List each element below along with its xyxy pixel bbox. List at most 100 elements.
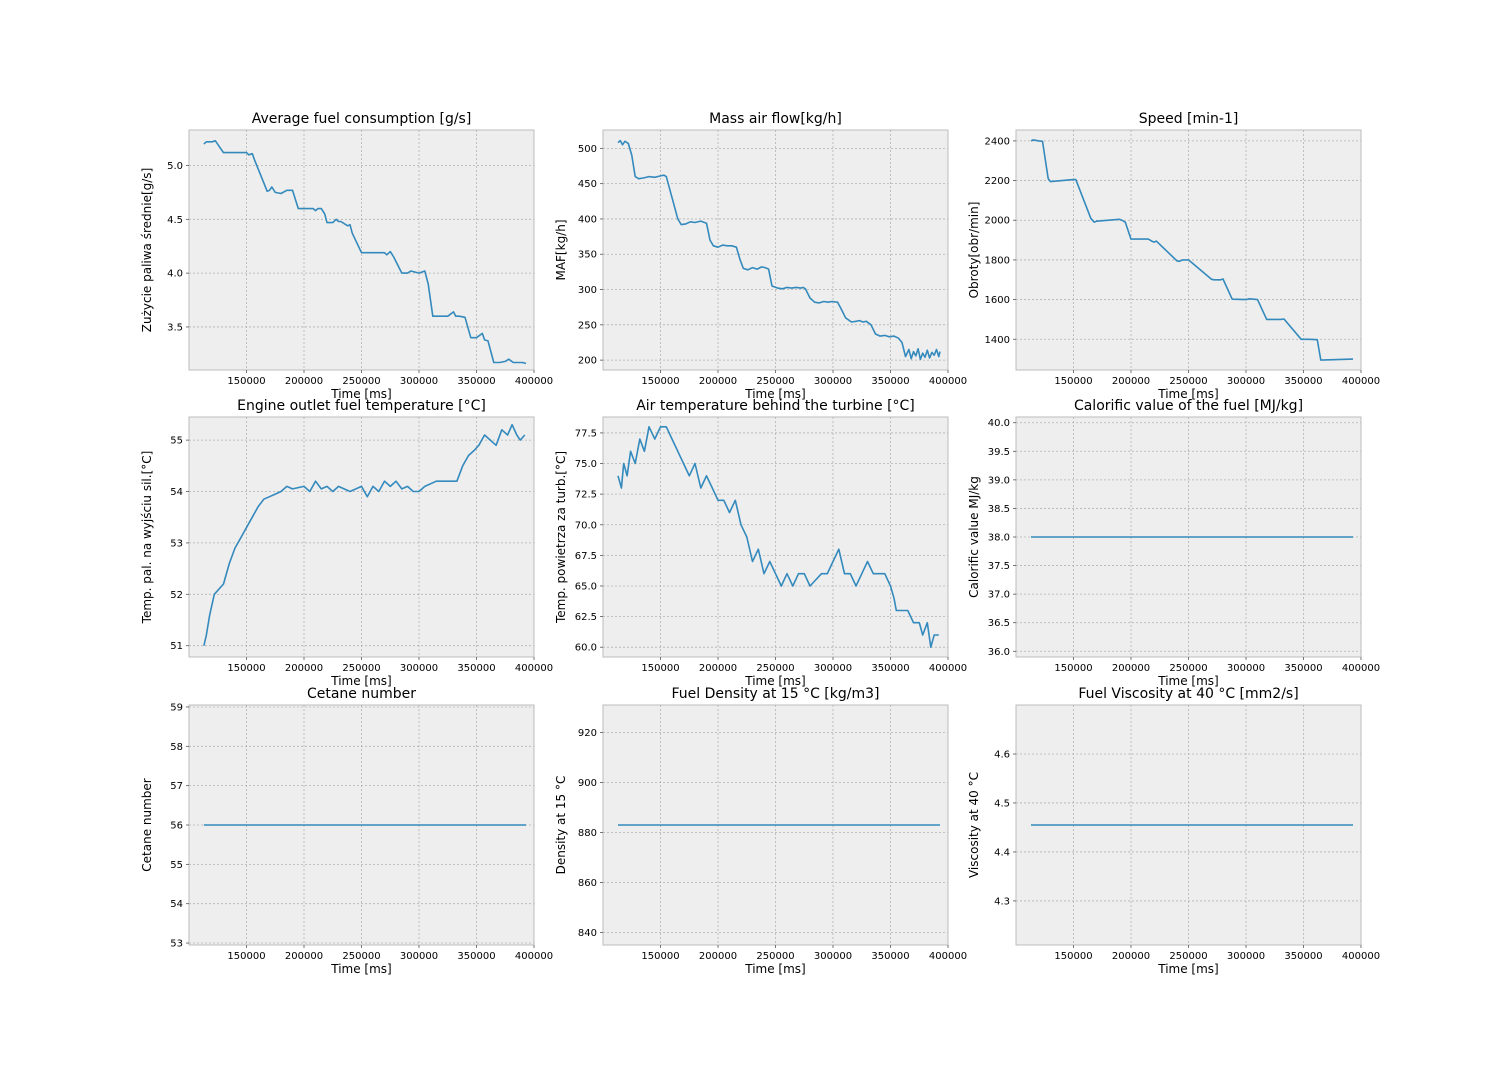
y-tick-label: 75.0: [575, 459, 597, 470]
y-tick-label: 39.0: [988, 475, 1010, 486]
y-tick-label: 70.0: [575, 520, 597, 531]
y-tick-label: 900: [578, 778, 597, 789]
y-tick-label: 52: [170, 590, 183, 601]
y-axis-label: Density at 15 °C: [554, 776, 568, 875]
x-tick-label: 400000: [515, 376, 553, 387]
x-tick-label: 350000: [457, 376, 495, 387]
chart-title: Mass air flow[kg/h]: [709, 111, 842, 127]
y-tick-label: 37.0: [988, 590, 1010, 601]
x-tick-label: 250000: [756, 376, 794, 387]
x-tick-label: 300000: [400, 663, 438, 674]
y-tick-label: 4.6: [994, 749, 1010, 760]
y-tick-label: 4.0: [167, 269, 183, 280]
x-tick-label: 200000: [1112, 376, 1150, 387]
y-tick-label: 4.3: [994, 896, 1010, 907]
panel-8: 150000 200000 250000 300000 350000 400000 840 8…: [554, 686, 967, 976]
x-tick-label: 300000: [400, 376, 438, 387]
panel-2: 150000 200000 250000 300000 350000 400000 200 2…: [554, 111, 967, 401]
chart-title: Fuel Viscosity at 40 °C [mm2/s]: [1078, 686, 1298, 702]
y-tick-label: 250: [578, 320, 597, 331]
x-tick-label: 400000: [1342, 376, 1380, 387]
y-tick-label: 1600: [985, 295, 1010, 306]
x-tick-label: 200000: [285, 663, 323, 674]
y-tick-label: 57: [170, 781, 183, 792]
y-tick-label: 51: [170, 641, 183, 652]
y-tick-label: 53: [170, 538, 183, 549]
y-tick-label: 450: [578, 179, 597, 190]
x-tick-label: 400000: [929, 663, 967, 674]
y-tick-label: 77.5: [575, 428, 597, 439]
x-tick-label: 300000: [1227, 663, 1265, 674]
panel-6: 150000 200000 250000 300000 350000 400000 36.0…: [967, 398, 1380, 688]
x-tick-label: 200000: [699, 376, 737, 387]
x-tick-label: 200000: [285, 951, 323, 962]
chart-title: Calorific value of the fuel [MJ/kg]: [1074, 398, 1303, 414]
y-tick-label: 67.5: [575, 551, 597, 562]
x-tick-label: 150000: [227, 951, 265, 962]
x-tick-label: 200000: [1112, 951, 1150, 962]
y-tick-label: 350: [578, 250, 597, 261]
y-tick-label: 500: [578, 144, 597, 155]
x-tick-label: 350000: [1284, 951, 1322, 962]
x-tick-label: 150000: [641, 663, 679, 674]
y-tick-label: 72.5: [575, 490, 597, 501]
y-tick-label: 39.5: [988, 447, 1010, 458]
x-tick-label: 350000: [1284, 663, 1322, 674]
series-line: [617, 425, 939, 649]
x-tick-label: 300000: [400, 951, 438, 962]
y-tick-label: 62.5: [575, 612, 597, 623]
series-line: [617, 139, 941, 361]
x-axis-label: Time [ms]: [744, 674, 806, 688]
x-tick-label: 250000: [1169, 663, 1207, 674]
x-tick-label: 400000: [929, 376, 967, 387]
x-tick-label: 150000: [641, 951, 679, 962]
panel-1: 150000 200000 250000 300000 350000 400000 3.5 4…: [140, 111, 553, 401]
y-tick-label: 55: [170, 436, 183, 447]
x-axis-label: Time [ms]: [1157, 962, 1219, 976]
x-tick-label: 400000: [515, 951, 553, 962]
x-tick-label: 350000: [871, 663, 909, 674]
x-tick-label: 150000: [227, 376, 265, 387]
y-axis-label: Temp. powietrza za turb.[°C]: [554, 451, 568, 624]
y-tick-label: 920: [578, 728, 597, 739]
y-tick-label: 55: [170, 860, 183, 871]
chart-title: Engine outlet fuel temperature [°C]: [237, 398, 486, 414]
x-tick-label: 300000: [814, 951, 852, 962]
y-tick-label: 5.0: [167, 161, 183, 172]
x-tick-label: 400000: [929, 951, 967, 962]
chart-title: Speed [min-1]: [1139, 111, 1239, 127]
panel-4: 150000 200000 250000 300000 350000 400000 51 52…: [140, 398, 553, 688]
y-tick-label: 58: [170, 742, 183, 753]
x-tick-label: 150000: [1054, 376, 1092, 387]
y-tick-label: 200: [578, 356, 597, 367]
y-tick-label: 1400: [985, 335, 1010, 346]
y-tick-label: 2400: [985, 136, 1010, 147]
x-tick-label: 350000: [1284, 376, 1322, 387]
x-tick-label: 150000: [1054, 951, 1092, 962]
y-tick-label: 400: [578, 214, 597, 225]
y-tick-label: 300: [578, 285, 597, 296]
x-tick-label: 350000: [871, 376, 909, 387]
x-tick-label: 300000: [814, 663, 852, 674]
y-axis-label: Zużycie paliwa średnie[g/s]: [140, 168, 154, 333]
x-axis-label: Time [ms]: [744, 387, 806, 401]
panel-7: 150000 200000 250000 300000 350000 400000 53 54…: [140, 686, 553, 976]
y-tick-label: 37.5: [988, 561, 1010, 572]
y-axis-label: MAF[kg/h]: [554, 219, 568, 280]
x-tick-label: 200000: [1112, 663, 1150, 674]
y-tick-label: 860: [578, 878, 597, 889]
x-tick-label: 200000: [699, 663, 737, 674]
y-tick-label: 60.0: [575, 643, 597, 654]
y-tick-label: 4.5: [167, 215, 183, 226]
y-tick-label: 40.0: [988, 418, 1010, 429]
chart-title: Fuel Density at 15 °C [kg/m3]: [672, 686, 880, 702]
x-tick-label: 350000: [871, 951, 909, 962]
y-tick-label: 840: [578, 928, 597, 939]
x-tick-label: 350000: [457, 663, 495, 674]
x-tick-label: 300000: [1227, 376, 1265, 387]
chart-title: Average fuel consumption [g/s]: [252, 111, 472, 127]
y-axis-label: Obroty[obr/min]: [967, 202, 981, 299]
y-tick-label: 38.5: [988, 504, 1010, 515]
y-tick-label: 59: [170, 702, 183, 713]
x-axis-label: Time [ms]: [1157, 387, 1219, 401]
